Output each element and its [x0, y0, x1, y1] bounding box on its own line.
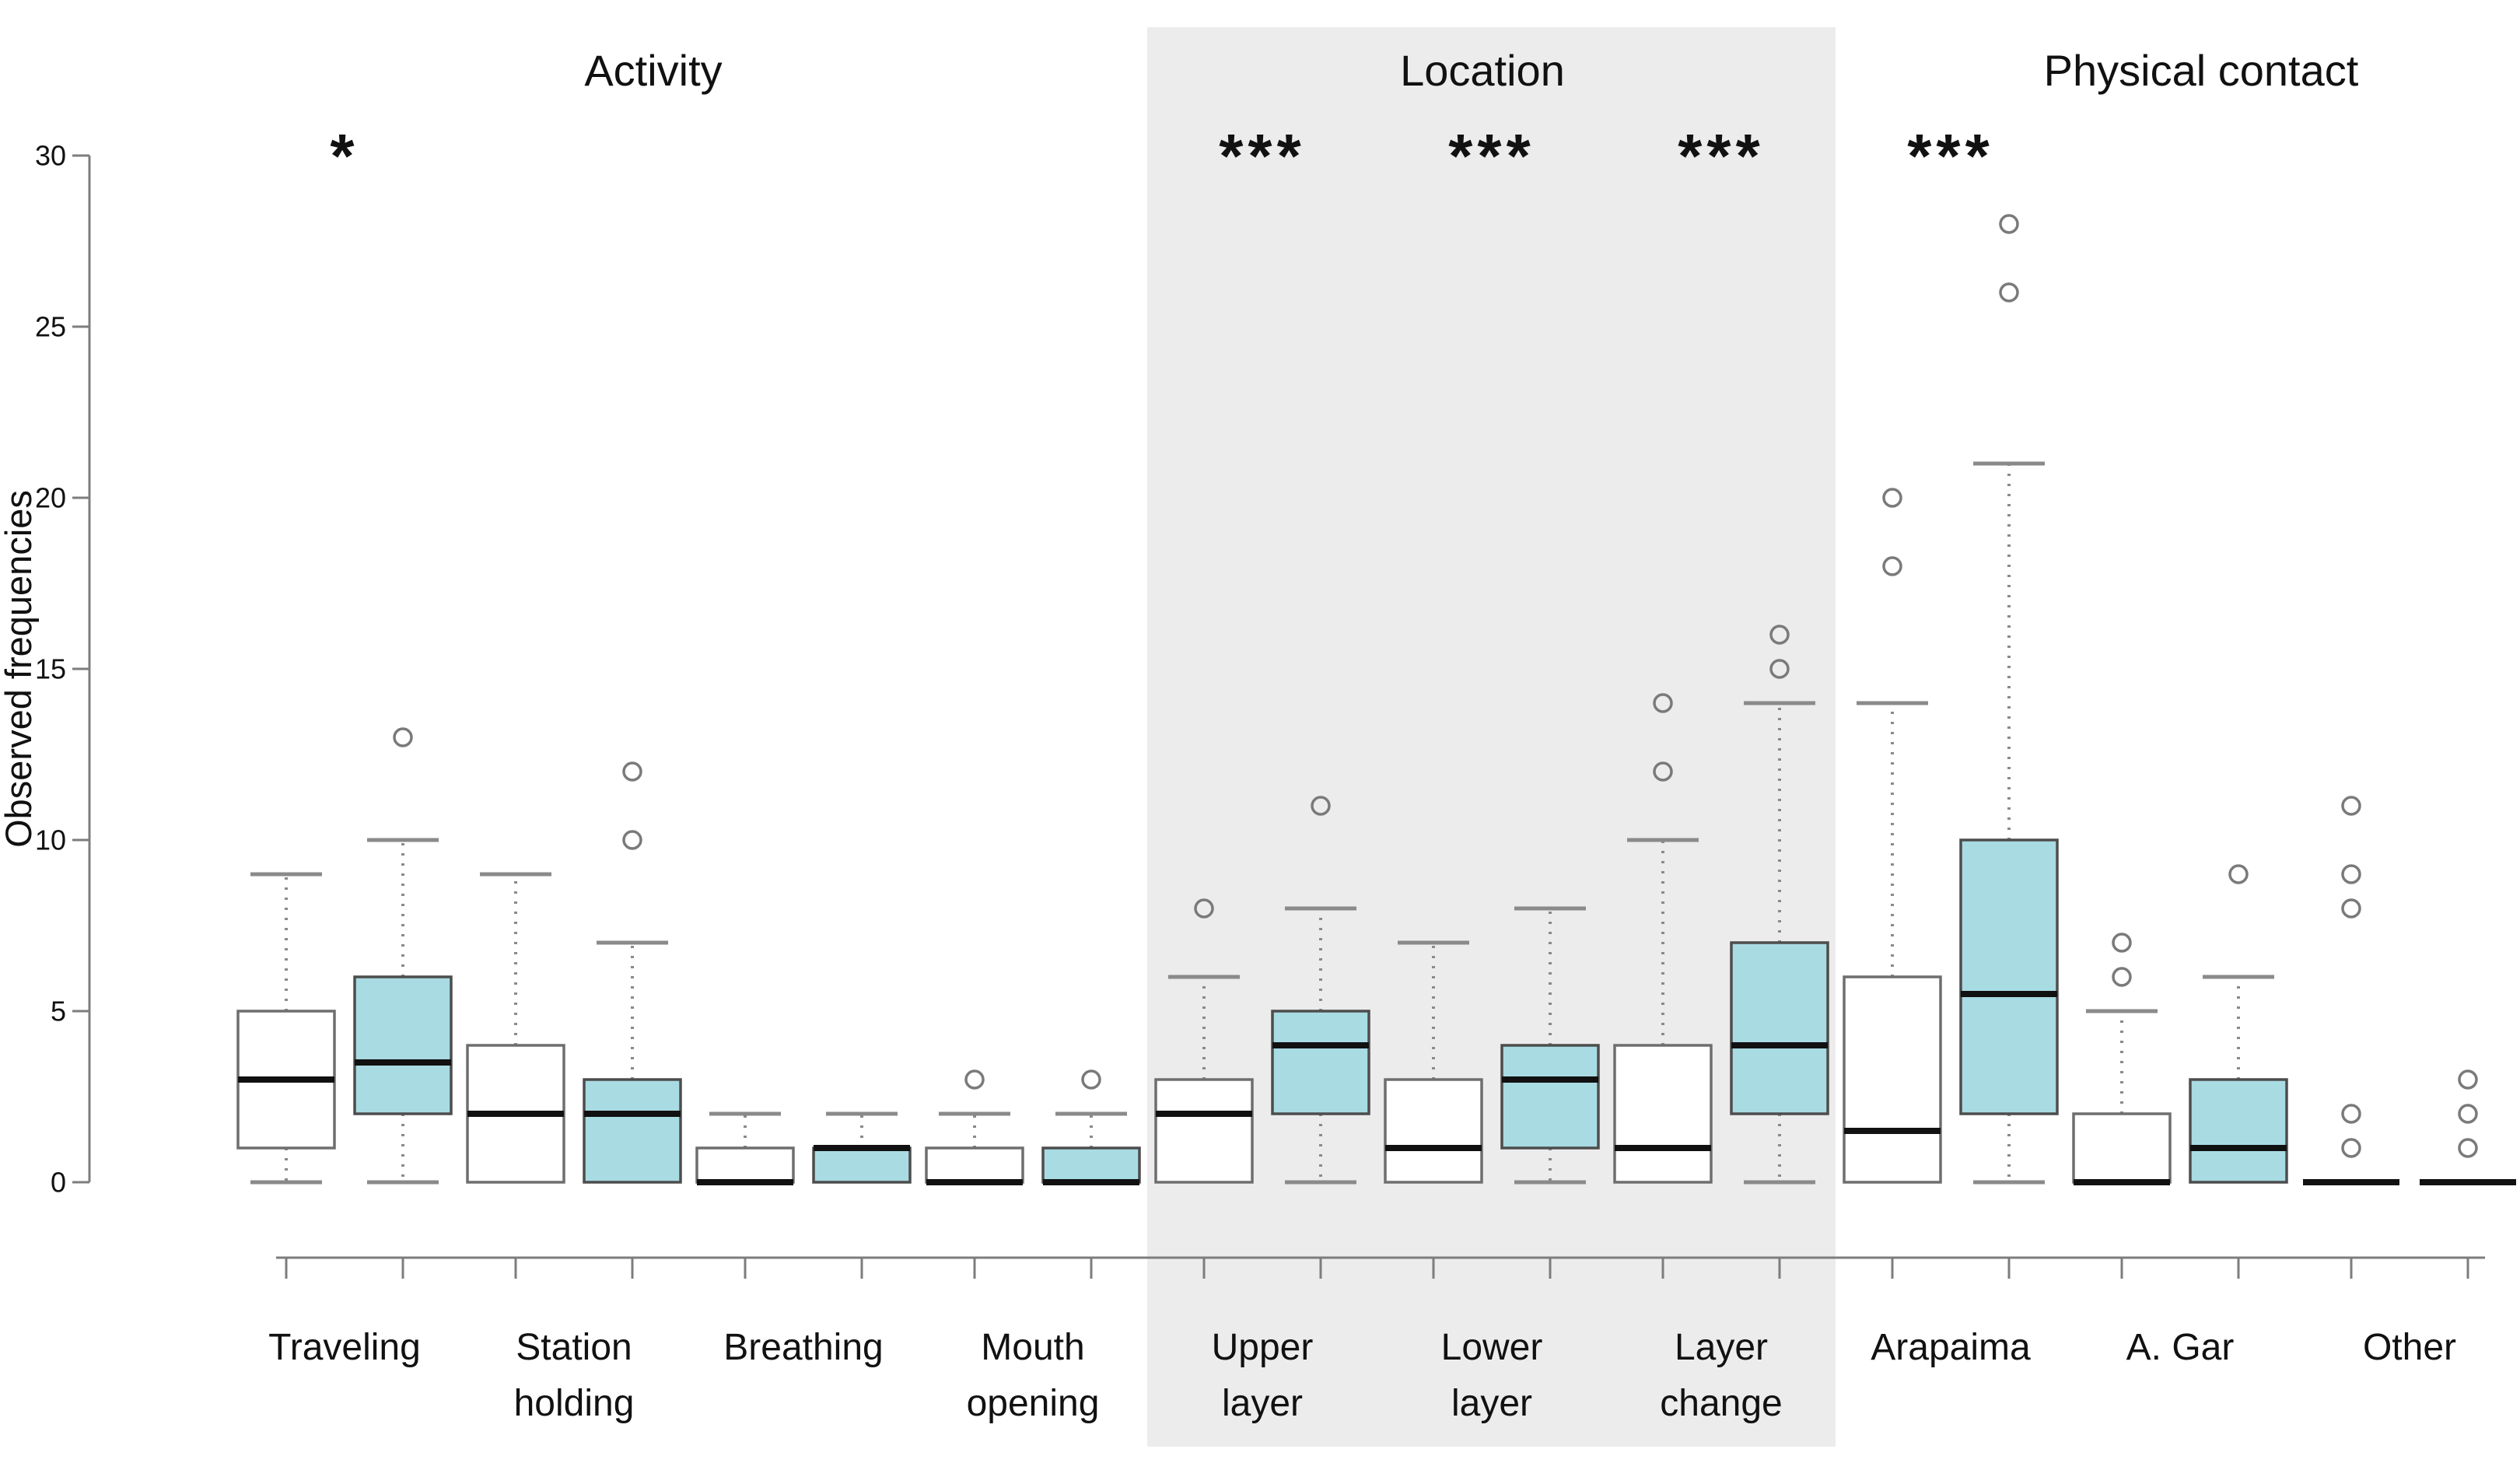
box-mouth-opening-white-outlier: [964, 1069, 985, 1090]
x-category-label-upper-layer: Upper: [1212, 1327, 1314, 1368]
box-other-white-outlier: [2341, 1138, 2361, 1158]
box-other-white-outlier: [2341, 864, 2361, 884]
box-arapaima-white-outlier: [1882, 488, 1902, 508]
significance-arapaima: ***: [1907, 121, 1993, 191]
x-category-label-traveling: Traveling: [268, 1327, 421, 1368]
box-mouth-opening-white-box: [925, 1146, 1024, 1184]
box-traveling-blue-box: [353, 975, 453, 1115]
box-a-gar-blue-box: [2189, 1078, 2288, 1184]
x-category-label-station-holding: holding: [514, 1383, 635, 1424]
x-category-label-mouth-opening: opening: [967, 1383, 1100, 1424]
box-station-holding-blue-outlier: [622, 761, 642, 782]
box-upper-layer-blue-box: [1271, 1010, 1370, 1115]
section-header-location: Location: [1400, 46, 1565, 95]
y-tick-label: 10: [35, 824, 66, 856]
box-other-white-outlier: [2341, 1104, 2361, 1124]
x-category-label-upper-layer: layer: [1222, 1383, 1303, 1424]
x-category-label-arapaima: Arapaima: [1871, 1327, 2031, 1368]
box-other-white-outlier: [2341, 796, 2361, 816]
x-category-label-layer-change: change: [1660, 1383, 1782, 1424]
box-a-gar-white-outlier: [2112, 967, 2132, 987]
box-a-gar-blue-outlier: [2228, 864, 2249, 884]
x-category-label-mouth-opening: Mouth: [981, 1327, 1084, 1368]
x-category-label-station-holding: Station: [516, 1327, 632, 1368]
box-arapaima-blue-box: [1959, 838, 2059, 1115]
box-mouth-opening-blue-outlier: [1081, 1069, 1101, 1090]
box-layer-change-blue-outlier: [1769, 625, 1790, 645]
significance-lower-layer: ***: [1448, 121, 1535, 191]
y-tick-label: 0: [51, 1167, 66, 1199]
box-arapaima-blue-outlier: [1999, 214, 2019, 234]
box-arapaima-white-outlier: [1882, 556, 1902, 576]
significance-layer-change: ***: [1678, 121, 1764, 191]
box-arapaima-white-box: [1843, 975, 1942, 1184]
box-layer-change-blue-box: [1730, 941, 1829, 1115]
x-category-label-lower-layer: layer: [1451, 1383, 1532, 1424]
box-a-gar-white-outlier: [2112, 933, 2132, 953]
x-category-label-lower-layer: Lower: [1441, 1327, 1543, 1368]
section-header-activity: Activity: [584, 46, 722, 95]
box-upper-layer-blue-outlier: [1311, 796, 1331, 816]
significance-traveling: *: [330, 121, 359, 191]
y-tick-label: 25: [35, 311, 66, 343]
box-mouth-opening-blue-box: [1041, 1146, 1141, 1184]
box-other-blue-outlier: [2458, 1104, 2478, 1124]
section-header-physical-contact: Physical contact: [2044, 46, 2359, 95]
y-tick-label: 5: [51, 996, 66, 1027]
box-traveling-blue-outlier: [393, 727, 413, 747]
box-lower-layer-blue-box: [1500, 1044, 1600, 1150]
box-breathing-blue-box: [812, 1146, 912, 1184]
x-category-label-other: Other: [2363, 1327, 2456, 1368]
box-station-holding-blue-outlier: [622, 830, 642, 850]
y-tick-label: 15: [35, 653, 66, 685]
box-other-blue-outlier: [2458, 1069, 2478, 1090]
box-breathing-white-box: [695, 1146, 795, 1184]
box-layer-change-white-outlier: [1653, 693, 1673, 713]
y-tick-label: 30: [35, 140, 66, 172]
box-layer-change-blue-outlier: [1769, 659, 1790, 679]
y-tick-label: 20: [35, 482, 66, 514]
box-other-blue-outlier: [2458, 1138, 2478, 1158]
box-layer-change-white-outlier: [1653, 761, 1673, 782]
x-category-label-breathing: Breathing: [723, 1327, 883, 1368]
box-lower-layer-white-box: [1384, 1078, 1483, 1184]
box-a-gar-white-box: [2072, 1112, 2172, 1184]
box-other-white-outlier: [2341, 898, 2361, 919]
box-station-holding-blue-box: [583, 1078, 682, 1184]
x-category-label-layer-change: Layer: [1675, 1327, 1768, 1368]
x-category-label-a-gar: A. Gar: [2126, 1327, 2235, 1368]
location-highlight-band: [1147, 27, 1836, 1447]
y-axis-title: Observed frequencies: [0, 490, 39, 848]
significance-upper-layer: ***: [1219, 121, 1305, 191]
box-upper-layer-white-box: [1154, 1078, 1254, 1184]
box-layer-change-white-box: [1613, 1044, 1713, 1184]
box-upper-layer-white-outlier: [1194, 898, 1214, 919]
box-arapaima-blue-outlier: [1999, 282, 2019, 303]
